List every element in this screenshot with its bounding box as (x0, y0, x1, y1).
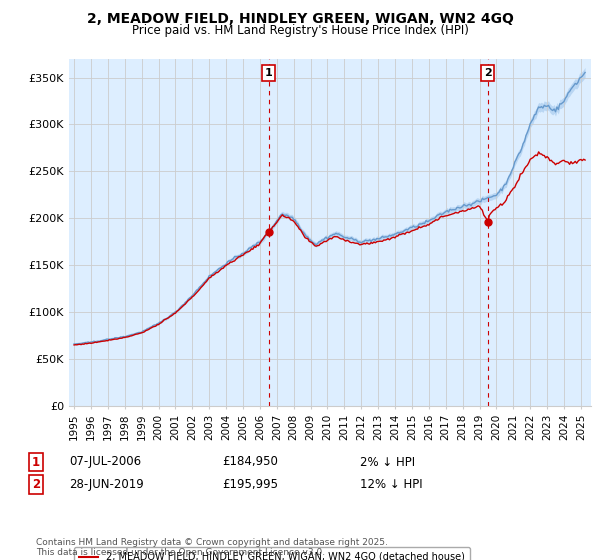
Text: 1: 1 (32, 455, 40, 469)
Text: Price paid vs. HM Land Registry's House Price Index (HPI): Price paid vs. HM Land Registry's House … (131, 24, 469, 36)
Legend: 2, MEADOW FIELD, HINDLEY GREEN, WIGAN, WN2 4GQ (detached house), HPI: Average pr: 2, MEADOW FIELD, HINDLEY GREEN, WIGAN, W… (74, 547, 470, 560)
Text: 2% ↓ HPI: 2% ↓ HPI (360, 455, 415, 469)
Text: 28-JUN-2019: 28-JUN-2019 (69, 478, 144, 491)
Text: £195,995: £195,995 (222, 478, 278, 491)
Text: 07-JUL-2006: 07-JUL-2006 (69, 455, 141, 469)
Text: 12% ↓ HPI: 12% ↓ HPI (360, 478, 422, 491)
Text: 2: 2 (32, 478, 40, 491)
Text: Contains HM Land Registry data © Crown copyright and database right 2025.
This d: Contains HM Land Registry data © Crown c… (36, 538, 388, 557)
Text: £184,950: £184,950 (222, 455, 278, 469)
Text: 1: 1 (265, 68, 272, 78)
Text: 2: 2 (484, 68, 491, 78)
Text: 2, MEADOW FIELD, HINDLEY GREEN, WIGAN, WN2 4GQ: 2, MEADOW FIELD, HINDLEY GREEN, WIGAN, W… (86, 12, 514, 26)
